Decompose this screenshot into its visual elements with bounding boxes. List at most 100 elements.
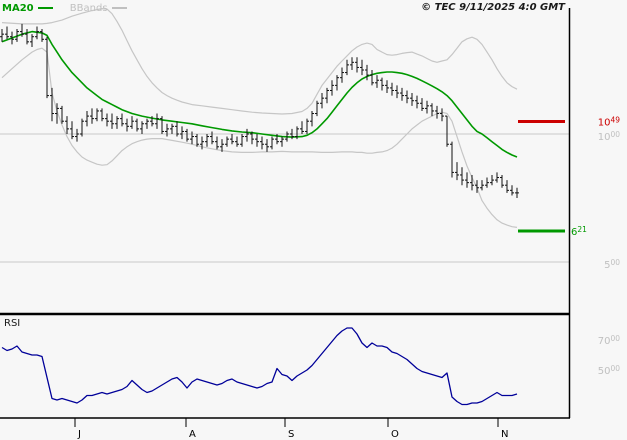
ohlc-bar [400,87,404,101]
bollinger-bands [1,47,518,228]
ohlc-bar [390,82,394,96]
ohlc-bar [220,139,224,152]
price-axis-label: 1000 [598,130,621,143]
ohlc-bar [5,26,9,40]
month-label: O [391,429,399,440]
ohlc-bar [115,116,119,129]
ohlc-bar [455,162,459,181]
month-label: S [288,429,294,440]
ohlc-bar [65,116,69,134]
ohlc-bar [395,85,399,99]
ohlc-bar [245,128,249,142]
ohlc-bar [240,134,244,147]
ohlc-bar [300,121,304,134]
ohlc-bar [85,110,89,127]
ohlc-bar [0,29,4,42]
ohlc-bar [340,67,344,83]
ohlc-bar [510,185,514,196]
ohlc-bar [490,174,494,186]
ohlc-bar [405,90,409,104]
bbands-line-sample-icon [111,7,127,9]
ohlc-bar [425,100,429,114]
ohlc-bar [180,126,184,140]
ohlc-bar [55,103,59,124]
ohlc-bar [45,36,49,99]
ohlc-bar [15,29,19,42]
ohlc-bar [310,110,314,127]
copyright-text: © TEC 9/11/2025 4:0 GMT [421,2,565,13]
ohlc-bar [160,116,164,134]
ohlc-bar [50,87,54,122]
ohlc-bar [435,105,439,119]
ohlc-bar [380,77,384,91]
ohlc-bar [295,126,299,140]
ohlc-bar [10,31,14,45]
price-gridlines: 1000 500 [0,130,620,271]
ohlc-bar [170,123,174,134]
ma20 [1,30,518,158]
ohlc-bar [60,105,64,124]
rsi-axis-labels: 7000 5000 [598,334,621,377]
ohlc-bar [285,131,289,142]
ohlc-bar [320,93,324,109]
ohlc-bar [505,180,509,193]
ohlc-bar [150,116,154,127]
ohlc-bar [280,136,284,147]
price-axis-label: 500 [604,258,620,271]
ohlc-bar [175,121,179,137]
ohlc-bar [430,103,434,117]
legend-bbands-label: BBands [69,3,108,14]
ohlc-bar [130,116,134,129]
ohlc-bar [165,123,169,137]
ohlc-bar [155,113,159,129]
ohlc-bar [105,113,109,127]
ohlc-bar [20,23,24,37]
ohlc-bar [255,134,259,147]
ohlc-bar [185,128,189,142]
ohlc-bar [215,136,219,150]
ohlc-bar [315,100,319,117]
ohlc-bar [205,134,209,147]
ohlc-bar [30,34,34,47]
ohlc-bar [80,118,84,137]
ohlc-bar [125,118,129,132]
ohlc-bar [420,98,424,111]
support-price-label: 621 [571,225,587,238]
ohlc-bar [360,59,364,76]
ohlc-bar [415,95,419,109]
ohlc-bar [25,29,29,45]
ohlc-bar [325,87,329,104]
ohlc-bar [500,174,504,188]
ohlc-bar [375,75,379,88]
rsi-line [1,327,518,406]
ohlc-bar [335,75,339,91]
ohlc-bar [35,26,39,40]
legend-ma20-label: MA20 [2,3,34,14]
ohlc-bar [75,128,79,142]
ohlc-bar [480,180,484,191]
ohlc-bar [90,108,94,124]
ma20-line [1,30,518,158]
ohlc-bar [225,136,229,147]
ohlc-bar [465,172,469,188]
ohlc-bar [305,118,309,134]
ohlc-bar [330,80,334,96]
ohlc-bar [40,29,44,42]
bollinger-lower-line [1,47,518,228]
ohlc-bar [235,136,239,147]
ohlc-bar [515,187,519,198]
ohlc-candles [0,23,519,198]
ma20-line-sample-icon [37,7,53,9]
ohlc-bar [385,80,389,94]
ohlc-bar [195,134,199,147]
ohlc-bar [145,118,149,129]
ohlc-bar [470,174,474,191]
month-label: A [189,429,196,440]
ohlc-bar [450,141,454,178]
ohlc-bar [70,121,74,140]
ohlc-bar [210,131,214,145]
bollinger-bands [1,8,518,115]
